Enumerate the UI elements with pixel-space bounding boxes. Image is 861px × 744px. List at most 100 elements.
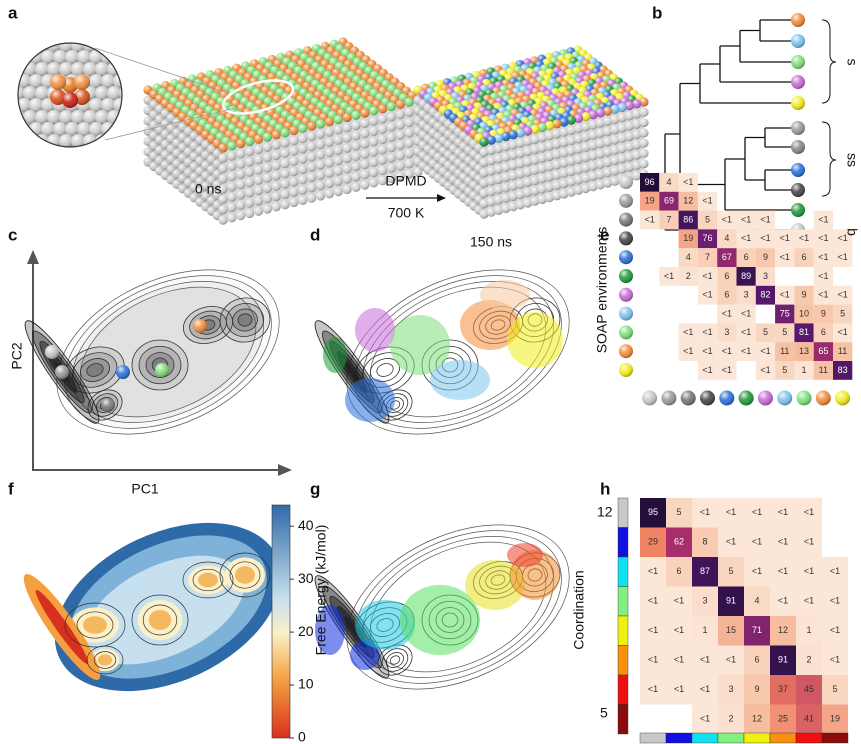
atom-shine — [791, 121, 805, 135]
atom-shine — [566, 156, 576, 166]
atom-shine — [624, 111, 635, 121]
atom-shine — [307, 131, 317, 142]
atom-shine — [342, 143, 352, 153]
coord-swatch — [743, 732, 771, 744]
matrix-cell — [697, 323, 718, 343]
atom-shine — [280, 189, 290, 200]
matrix-cell — [640, 645, 666, 675]
matrix-cell — [770, 645, 796, 675]
atom-shine — [835, 390, 851, 406]
atom-shine — [530, 196, 540, 206]
cell-label: 5 — [782, 327, 787, 337]
atom-shine — [271, 150, 281, 161]
matrix-cell — [796, 616, 822, 646]
atom-shine — [342, 153, 352, 164]
region — [355, 600, 415, 650]
group-label: s — [844, 59, 860, 66]
atom-shine — [18, 50, 31, 64]
cell-label: <1 — [838, 327, 848, 337]
atom-shine — [486, 135, 496, 145]
atom-shine — [619, 175, 633, 189]
atom-shine — [71, 43, 85, 52]
cell-label: <1 — [683, 327, 693, 337]
panel-label: d — [310, 225, 320, 244]
atom-shine — [559, 127, 569, 137]
cell-label: 11 — [819, 365, 828, 375]
atom-shine — [262, 194, 272, 204]
matrix-cell — [736, 248, 756, 267]
region — [315, 605, 345, 655]
atom-shine — [619, 306, 633, 321]
atom-shine — [603, 168, 613, 178]
atom-shine — [342, 174, 352, 184]
cell-label: 9 — [802, 290, 807, 300]
atom-shine — [588, 110, 598, 120]
cell-label: 11 — [838, 346, 847, 356]
region — [430, 360, 490, 400]
atom-shine — [50, 89, 66, 105]
atom-shine — [125, 98, 139, 112]
cell-label: <1 — [838, 233, 848, 243]
cell-label: 5 — [832, 684, 837, 694]
atom-shine — [566, 136, 576, 146]
cell-label: <1 — [818, 271, 828, 281]
cell-label: <1 — [838, 290, 848, 300]
matrix-cell — [744, 704, 770, 734]
atom-shine — [523, 167, 533, 177]
matrix-cell — [697, 342, 718, 361]
atom-shine — [791, 96, 805, 110]
cell-label: <1 — [760, 346, 770, 356]
atom-shine — [95, 43, 109, 52]
cell-label: <1 — [804, 537, 814, 547]
atom-shine — [639, 148, 649, 159]
atom-shine — [35, 110, 49, 124]
matrix-cell — [640, 616, 666, 646]
fe-region — [235, 566, 255, 584]
time-label: 150 ns — [470, 234, 512, 250]
atom-shine — [227, 213, 237, 223]
cell-label: 5 — [782, 365, 787, 375]
atom-shine — [386, 132, 397, 143]
atom-shine — [624, 162, 635, 172]
atom-shine — [501, 152, 511, 162]
atom-shine — [639, 128, 649, 138]
atom-shine — [624, 101, 635, 111]
atom-shine — [508, 191, 518, 202]
atom-shine — [573, 175, 584, 185]
contour — [237, 313, 253, 327]
atom-shine — [369, 126, 379, 137]
atom-shine — [101, 98, 115, 112]
atom-shine — [315, 129, 326, 139]
connector — [104, 107, 236, 141]
matrix-cell — [813, 248, 833, 267]
matrix-cell — [833, 323, 853, 343]
atom-shine — [107, 134, 121, 147]
matrix-cell — [666, 557, 692, 587]
atom-shine — [552, 139, 562, 149]
matrix-cell — [678, 267, 698, 286]
atom-shine — [253, 175, 264, 186]
atom-shine — [508, 181, 518, 191]
atom-shine — [395, 140, 405, 151]
cell-label: <1 — [752, 566, 762, 576]
atom-shine — [289, 146, 299, 156]
matrix-cell — [794, 361, 814, 380]
atom-shine — [253, 134, 264, 144]
atom-shine — [479, 178, 489, 188]
atom-shine — [624, 131, 635, 142]
atom-shine — [218, 194, 228, 205]
cell-label: 76 — [703, 233, 713, 243]
atom-shine — [113, 98, 122, 112]
atom-shine — [791, 163, 805, 177]
axis-label: SOAP environments — [594, 227, 610, 354]
matrix-cell — [775, 229, 795, 249]
atom-shine — [298, 164, 308, 175]
atom-shine — [289, 187, 299, 197]
atom-shine — [218, 153, 228, 163]
cell-label: 95 — [648, 507, 658, 517]
coord-swatch — [769, 732, 797, 744]
atom-shine — [35, 43, 49, 52]
cell-label: 3 — [724, 327, 729, 337]
atom-shine — [595, 180, 605, 190]
matrix-cell — [833, 361, 853, 380]
